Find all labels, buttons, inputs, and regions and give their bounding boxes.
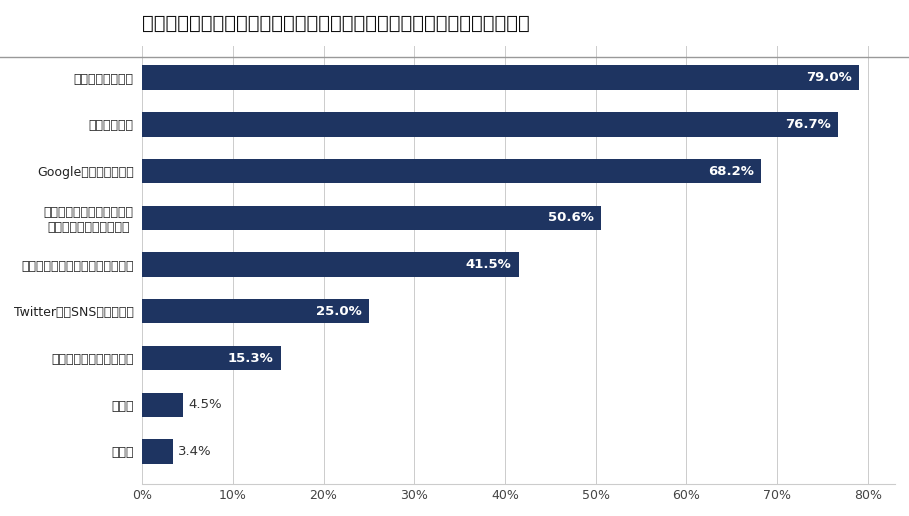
Text: 79.0%: 79.0%: [805, 71, 852, 84]
Text: 就職・転職の際に企業情報をどのような手段で調べますか？（複数回答）: 就職・転職の際に企業情報をどのような手段で調べますか？（複数回答）: [142, 14, 530, 33]
Text: 4.5%: 4.5%: [188, 398, 222, 411]
Bar: [142, 66, 859, 90]
Text: 25.0%: 25.0%: [316, 305, 362, 318]
Bar: [142, 252, 519, 277]
Bar: [142, 299, 369, 324]
Bar: [142, 159, 761, 183]
Bar: [142, 393, 183, 417]
Text: 3.4%: 3.4%: [178, 445, 212, 458]
Text: 68.2%: 68.2%: [708, 165, 754, 178]
Bar: [142, 346, 281, 370]
Text: 41.5%: 41.5%: [465, 258, 512, 271]
Bar: [142, 112, 838, 137]
Text: 50.6%: 50.6%: [548, 212, 594, 224]
Bar: [142, 439, 173, 464]
Text: 15.3%: 15.3%: [228, 351, 274, 364]
Bar: [142, 206, 601, 230]
Text: 76.7%: 76.7%: [785, 118, 831, 131]
